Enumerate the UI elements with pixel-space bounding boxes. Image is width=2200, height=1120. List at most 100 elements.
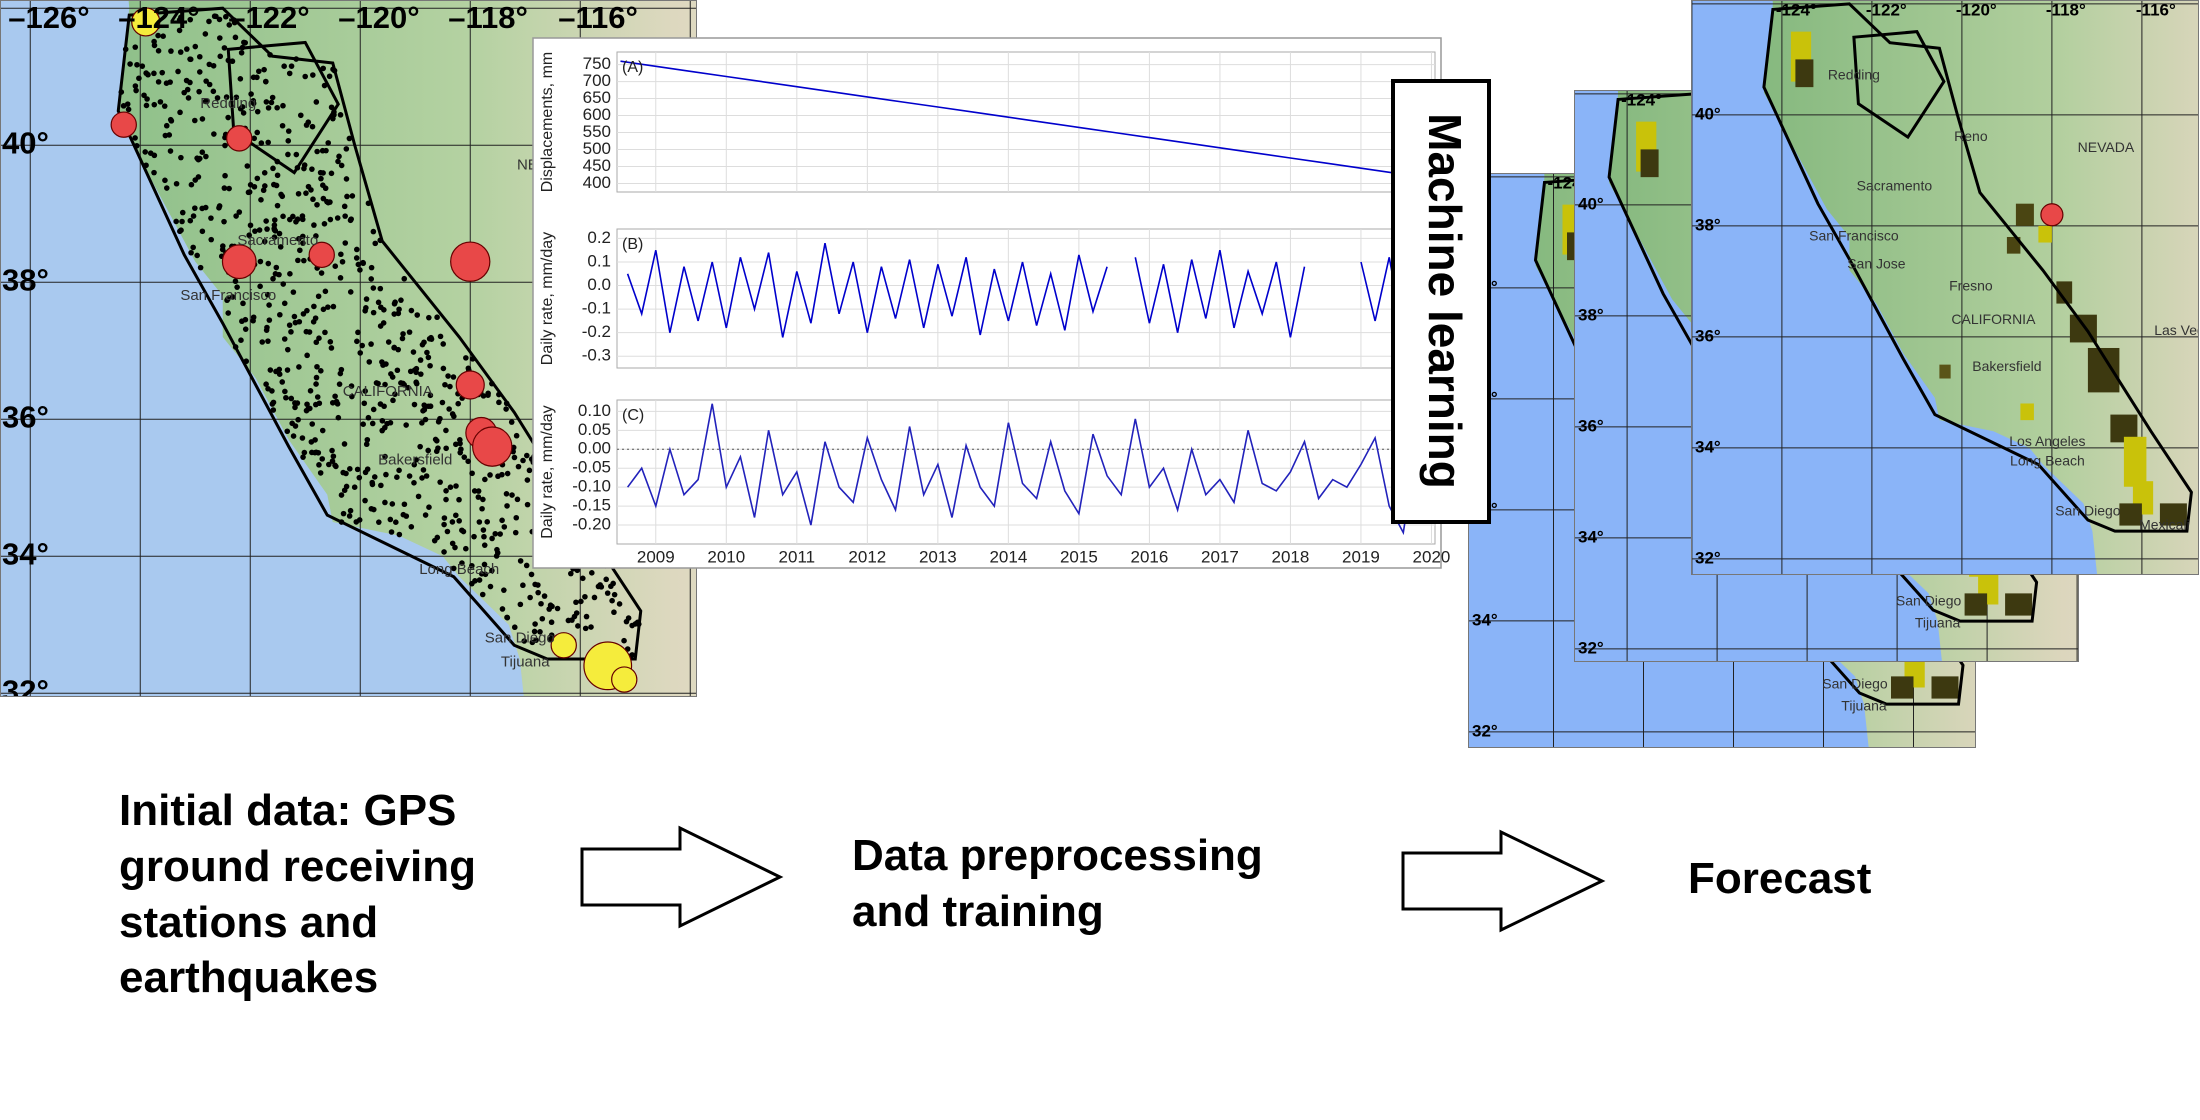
gps-station xyxy=(295,416,301,423)
gps-station xyxy=(368,276,375,282)
gps-station xyxy=(224,297,230,304)
place-label: CALIFORNIA xyxy=(1951,311,2036,327)
gps-station xyxy=(265,260,272,267)
gps-station xyxy=(449,519,456,525)
lat-label: 32° xyxy=(1578,638,1604,657)
earthquake xyxy=(226,125,253,152)
map-border xyxy=(1691,0,2199,575)
gps-station xyxy=(173,180,180,187)
plot-area xyxy=(616,228,1436,369)
gps-station xyxy=(420,467,427,473)
gps-station xyxy=(582,625,589,632)
series-line xyxy=(620,60,1432,180)
gps-station xyxy=(369,420,376,427)
gps-station xyxy=(292,319,299,326)
gps-station xyxy=(276,230,283,237)
gps-station xyxy=(300,454,306,460)
gps-station xyxy=(410,349,417,355)
sub-region xyxy=(1852,30,1946,140)
gps-station xyxy=(229,58,236,65)
gps-station xyxy=(575,623,581,629)
gps-station xyxy=(493,553,500,559)
gps-station xyxy=(485,392,491,399)
gps-station xyxy=(311,303,317,310)
step-text: stations and xyxy=(119,898,378,947)
gps-station xyxy=(370,309,377,316)
gps-station xyxy=(349,393,355,400)
y-tick-label: -0.20 xyxy=(572,515,611,534)
gps-station xyxy=(353,255,360,261)
gps-station xyxy=(346,135,353,142)
gps-station xyxy=(441,549,447,555)
gps-station xyxy=(246,232,252,239)
arrow xyxy=(580,825,784,929)
gps-station xyxy=(457,449,464,456)
gps-station xyxy=(257,258,264,265)
y-tick-label: -0.3 xyxy=(582,346,611,365)
gps-station xyxy=(347,507,354,514)
gps-station xyxy=(291,313,298,320)
place-label: CALIFORNIA xyxy=(343,383,433,400)
gps-station xyxy=(341,441,348,447)
gps-station xyxy=(281,63,287,69)
gps-station xyxy=(325,199,332,206)
gps-station xyxy=(329,458,336,464)
lon-label: -116° xyxy=(2136,0,2176,19)
earthquake xyxy=(450,241,491,282)
gps-station xyxy=(497,531,503,537)
gps-station xyxy=(469,470,475,477)
gps-station xyxy=(443,445,449,452)
gps-station xyxy=(309,123,316,130)
gps-station xyxy=(287,271,293,277)
gps-station xyxy=(362,307,368,314)
gps-station xyxy=(524,452,530,459)
gps-station xyxy=(271,222,278,228)
gps-station xyxy=(178,227,184,233)
earthquake xyxy=(472,426,513,467)
gps-station xyxy=(325,304,331,310)
panel-label: (A) xyxy=(622,59,643,76)
gps-station xyxy=(258,140,265,146)
gps-station xyxy=(492,530,499,537)
gps-station xyxy=(539,615,546,622)
gps-station xyxy=(216,16,223,23)
gps-station xyxy=(377,401,384,407)
gps-station xyxy=(256,68,262,75)
gps-station xyxy=(282,388,288,395)
gps-station xyxy=(241,39,247,46)
gps-station xyxy=(134,61,140,68)
gps-station xyxy=(399,335,406,342)
gps-station xyxy=(319,456,326,462)
gps-station xyxy=(354,466,361,473)
gps-station xyxy=(422,416,429,423)
gps-station xyxy=(302,73,308,80)
gps-station xyxy=(221,218,227,225)
gps-station xyxy=(239,104,246,110)
gps-station xyxy=(334,401,341,407)
gps-station xyxy=(319,427,326,434)
gps-station xyxy=(446,406,452,412)
gps-station xyxy=(274,172,281,179)
forecast-cell xyxy=(2006,236,2021,254)
gps-station xyxy=(299,216,306,223)
gps-station xyxy=(141,92,147,99)
gps-station xyxy=(517,601,524,608)
gps-station xyxy=(286,322,293,328)
gps-station xyxy=(163,185,170,191)
gps-station xyxy=(267,367,274,373)
gps-station xyxy=(425,403,432,410)
gps-station xyxy=(418,371,424,377)
gps-station xyxy=(465,365,472,372)
gps-station xyxy=(280,102,286,109)
gps-station xyxy=(515,463,522,470)
lat-label: 36° xyxy=(2,399,49,434)
gps-station xyxy=(521,638,528,644)
gps-station xyxy=(377,285,384,292)
gps-station xyxy=(459,560,465,566)
gps-station xyxy=(304,352,310,359)
gps-station xyxy=(368,341,374,347)
gps-station xyxy=(535,589,541,596)
gps-station xyxy=(336,153,342,160)
gps-station xyxy=(441,515,448,521)
